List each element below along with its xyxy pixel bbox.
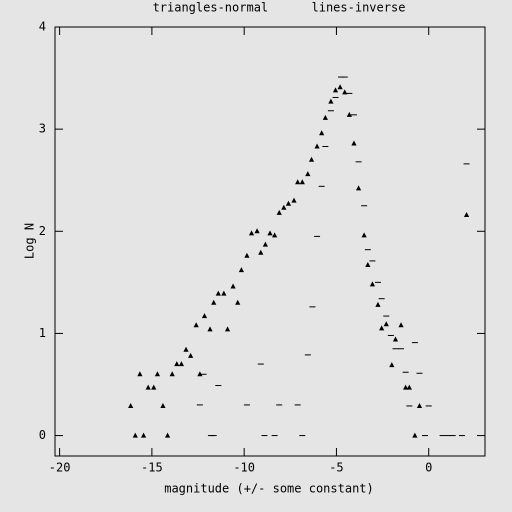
x-tick-label: 0	[425, 461, 432, 475]
triangle-point	[248, 230, 255, 236]
triangle-point	[361, 232, 367, 238]
triangle-point	[305, 171, 311, 177]
triangle-point	[207, 326, 213, 332]
chart-title: triangles-normal lines-inverse	[153, 1, 406, 15]
triangle-point	[193, 322, 199, 328]
triangle-point	[145, 384, 151, 390]
triangle-point	[183, 346, 189, 352]
triangle-point	[132, 432, 138, 438]
triangle-point	[272, 232, 278, 238]
x-tick-label: -15	[141, 461, 163, 475]
triangle-point	[160, 402, 166, 408]
triangle-point	[235, 299, 241, 305]
triangle-point	[276, 209, 282, 215]
y-tick-label: 4	[39, 20, 46, 34]
triangle-point	[369, 281, 376, 287]
triangle-point	[238, 267, 244, 273]
triangle-point	[392, 336, 399, 342]
triangle-point	[322, 114, 328, 120]
x-tick-label: -10	[233, 461, 255, 475]
triangle-point	[383, 321, 389, 327]
triangle-point	[224, 326, 231, 332]
triangle-point	[254, 228, 260, 234]
triangle-point	[262, 241, 268, 247]
triangle-point	[291, 197, 297, 203]
triangle-point	[463, 211, 470, 217]
triangle-point	[244, 252, 250, 258]
x-tick-label: -20	[49, 461, 71, 475]
plot-frame	[54, 26, 486, 457]
triangle-point	[346, 111, 352, 117]
triangle-point	[351, 140, 357, 146]
triangle-point	[375, 301, 381, 307]
triangle-point	[211, 299, 217, 305]
triangle-point	[295, 179, 301, 185]
triangle-point	[151, 384, 157, 390]
triangle-point	[412, 432, 418, 438]
triangle-point	[164, 432, 171, 438]
triangle-point	[137, 371, 143, 377]
triangle-point	[365, 261, 371, 267]
y-axis-label: Log N	[23, 223, 37, 259]
triangle-point	[285, 200, 292, 206]
triangle-point	[332, 87, 339, 93]
triangle-point	[342, 89, 348, 95]
triangle-point	[328, 98, 334, 104]
triangle-point	[267, 230, 273, 236]
triangle-point	[389, 362, 395, 368]
triangle-point	[406, 384, 412, 390]
triangle-point	[308, 156, 315, 162]
triangle-point	[178, 361, 185, 367]
triangle-point	[299, 179, 305, 185]
triangle-point	[319, 130, 325, 136]
triangle-point	[169, 371, 175, 377]
triangle-point	[398, 322, 404, 328]
triangle-point	[355, 185, 362, 191]
triangle-point	[221, 290, 227, 296]
triangle-point	[174, 361, 180, 367]
triangle-point	[197, 371, 203, 377]
triangle-point	[403, 384, 409, 390]
triangle-point	[379, 325, 385, 331]
y-tick-label: 0	[39, 428, 46, 442]
triangle-point	[258, 249, 264, 255]
triangle-point	[230, 283, 236, 289]
triangle-point	[337, 84, 343, 90]
y-tick-label: 3	[39, 122, 46, 136]
triangle-point	[314, 143, 320, 149]
triangle-point	[215, 290, 221, 296]
triangle-point	[281, 204, 287, 210]
triangle-point	[140, 432, 147, 438]
y-tick-label: 2	[39, 224, 46, 238]
triangle-point	[154, 371, 161, 377]
triangle-point	[201, 313, 208, 319]
y-tick-label: 1	[39, 326, 46, 340]
triangle-point	[128, 402, 134, 408]
triangle-point	[416, 402, 423, 408]
triangle-point	[188, 352, 194, 358]
x-tick-label: -5	[329, 461, 343, 475]
x-axis-label: magnitude (+/- some constant)	[164, 482, 374, 496]
